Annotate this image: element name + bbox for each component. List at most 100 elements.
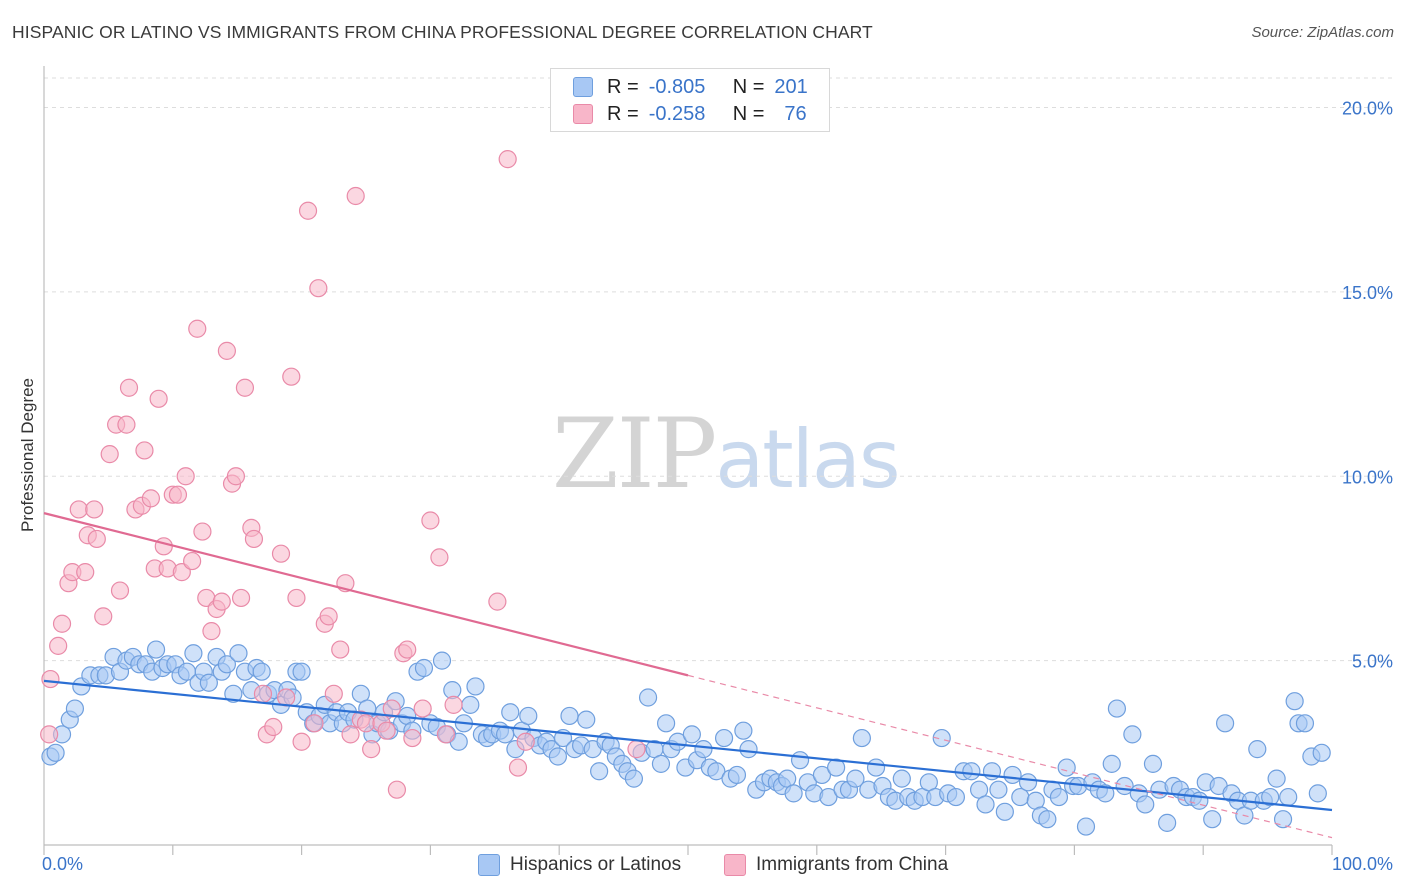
china-point (141, 489, 161, 508)
china-point (398, 640, 417, 659)
hispanic-point (461, 695, 480, 714)
china-point (403, 728, 422, 748)
china-point (498, 150, 517, 169)
china-point (49, 636, 68, 655)
hispanic-point (790, 751, 810, 770)
china-point (52, 614, 72, 633)
china-point (362, 740, 381, 759)
hispanic-point (46, 743, 65, 762)
hispanic-trend-line (43, 679, 1333, 812)
hispanic-point (1261, 787, 1280, 807)
hispanic-point (292, 662, 311, 681)
hispanic-point (229, 644, 248, 663)
china-point (87, 529, 106, 549)
china-point (119, 378, 139, 397)
hispanic-point (734, 721, 753, 740)
hispanic-point (657, 714, 676, 733)
hispanic-point (199, 673, 218, 692)
china-point (110, 581, 130, 600)
china-point (282, 367, 301, 386)
china-point (94, 607, 113, 626)
hispanic-point (466, 677, 485, 696)
china-point (341, 725, 360, 744)
series-legend-hispanic[interactable]: Hispanics or Latinos (478, 852, 681, 878)
hispanic-point (682, 725, 701, 744)
series-label-hispanic: Hispanics or Latinos (510, 854, 682, 875)
china-point (85, 500, 104, 519)
hispanic-point (1248, 740, 1267, 759)
hispanic-point (1158, 813, 1177, 832)
legend-swatch-china (573, 104, 593, 124)
china-point (444, 695, 463, 714)
hispanic-point (976, 795, 995, 814)
hispanic-point (1203, 810, 1222, 829)
hispanic-point (624, 769, 644, 788)
series-legend-china[interactable]: Immigrants from China (724, 852, 948, 878)
series-swatch-china (724, 854, 746, 876)
china-point (41, 669, 60, 689)
hispanic-point (995, 802, 1014, 821)
china-point (488, 592, 507, 611)
hispanic-point (1107, 699, 1127, 718)
china-point (421, 511, 440, 530)
china-trend-extension (687, 674, 1333, 839)
china-point (253, 684, 273, 703)
y-tick-label: 15.0% (1342, 283, 1393, 303)
legend-r-label: R = (607, 102, 639, 125)
china-point (298, 201, 318, 220)
watermark-atlas: atlas (715, 413, 900, 506)
hispanic-point (1215, 714, 1235, 733)
legend-n-value-hispanic: 201 (774, 75, 808, 98)
series-label-china: Immigrants from China (756, 854, 949, 875)
china-point (149, 389, 168, 408)
china-point (154, 537, 173, 556)
hispanic-point (694, 740, 713, 759)
china-point (382, 699, 401, 718)
legend-n-label: N = (732, 75, 765, 98)
hispanic-point (1038, 810, 1057, 829)
hispanic-point (432, 651, 452, 670)
hispanic-point (932, 728, 951, 748)
y-tick-label: 5.0% (1352, 652, 1393, 672)
legend-r-value-china: -0.258 (648, 102, 706, 125)
hispanic-point (577, 710, 596, 729)
hispanic-point (1136, 795, 1155, 814)
china-point (319, 607, 338, 626)
correlation-legend: R = -0.805 N = 201 R = -0.258 N = 76 (550, 68, 830, 132)
hispanic-point (1076, 817, 1096, 836)
hispanic-point (1190, 791, 1209, 810)
china-point (217, 341, 236, 360)
china-point (176, 467, 195, 486)
china-point (324, 684, 343, 703)
legend-n-label: N = (732, 102, 765, 125)
hispanic-point (1285, 692, 1304, 711)
china-point (69, 500, 88, 519)
hispanic-point (651, 754, 671, 773)
china-point (172, 563, 191, 582)
china-point (100, 445, 119, 464)
hispanic-point (590, 762, 609, 781)
hispanic-point (819, 787, 838, 807)
hispanic-point (714, 728, 734, 748)
hispanic-point (852, 728, 871, 748)
hispanic-point (866, 758, 886, 777)
watermark: ZIPatlas (552, 398, 901, 510)
china-point (436, 725, 455, 744)
china-point (264, 717, 283, 737)
china-point (377, 721, 396, 740)
legend-row-hispanic: R = -0.805 N = 201 (573, 75, 808, 99)
china-point (135, 441, 154, 460)
hispanic-point (784, 784, 803, 803)
china-point (271, 544, 291, 563)
hispanic-point (1273, 810, 1293, 829)
hispanic-point (1018, 773, 1038, 792)
hispanic-point (846, 769, 865, 788)
china-point (287, 588, 306, 608)
china-point (193, 522, 212, 541)
hispanic-point (707, 762, 726, 781)
series-swatch-hispanic (478, 854, 500, 876)
china-point (627, 740, 646, 759)
x-tick-label: 100.0% (1332, 854, 1393, 874)
hispanic-point (184, 644, 203, 663)
